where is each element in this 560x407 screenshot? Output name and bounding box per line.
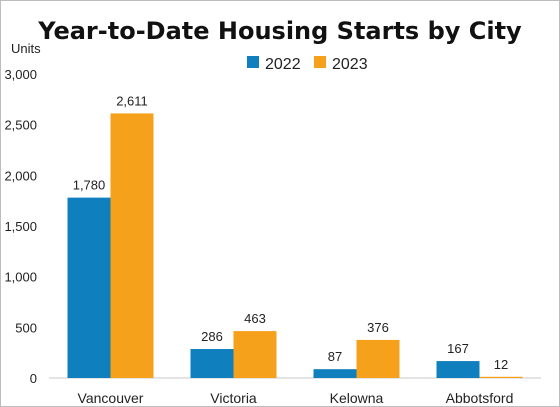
legend-label-2022: 2022 xyxy=(265,56,301,73)
category-label-vancouver: Vancouver xyxy=(78,390,144,406)
y-tick-label: 3,000 xyxy=(4,67,37,82)
data-label-2022-victoria: 286 xyxy=(201,329,223,344)
bar-2023-kelowna xyxy=(356,339,400,378)
legend: 2022 2023 xyxy=(247,56,368,73)
data-labels: 1,780 2,611 286 463 87 376 167 12 xyxy=(73,93,509,371)
data-label-2023-vancouver: 2,611 xyxy=(116,93,148,108)
y-tick-label: 2,500 xyxy=(4,118,37,133)
category-label-victoria: Victoria xyxy=(210,390,257,406)
y-tick-label: 1,500 xyxy=(4,219,37,234)
bar-2023-abbotsford xyxy=(479,376,523,378)
data-label-2023-kelowna: 376 xyxy=(367,320,389,335)
bar-2023-victoria xyxy=(233,331,277,378)
category-labels: Vancouver Victoria Kelowna Abbotsford xyxy=(78,390,514,406)
chart-title: Year-to-Date Housing Starts by City xyxy=(37,17,522,45)
bar-2022-vancouver xyxy=(67,197,111,378)
y-tick-label: 2,000 xyxy=(4,168,37,183)
bars xyxy=(67,113,523,378)
y-tick-label: 0 xyxy=(30,371,37,386)
category-label-abbotsford: Abbotsford xyxy=(446,390,514,406)
data-label-2022-abbotsford: 167 xyxy=(447,341,469,356)
y-tick-label: 1,000 xyxy=(4,270,37,285)
y-axis-unit-label: Units xyxy=(11,41,41,56)
bar-2022-kelowna xyxy=(313,369,357,378)
data-label-2022-vancouver: 1,780 xyxy=(73,178,106,193)
data-label-2022-kelowna: 87 xyxy=(328,349,342,364)
data-label-2023-victoria: 463 xyxy=(244,311,266,326)
bar-2023-vancouver xyxy=(110,113,154,378)
category-label-kelowna: Kelowna xyxy=(330,390,384,406)
bar-2022-victoria xyxy=(190,349,234,378)
legend-label-2023: 2023 xyxy=(332,56,368,73)
y-tick-label: 500 xyxy=(15,320,37,335)
data-label-2023-abbotsford: 12 xyxy=(494,357,508,372)
bar-2022-abbotsford xyxy=(436,361,480,378)
y-axis-ticks: 0 500 1,000 1,500 2,000 2,500 3,000 xyxy=(4,67,37,386)
legend-swatch-2022 xyxy=(247,56,259,68)
legend-swatch-2023 xyxy=(314,56,326,68)
